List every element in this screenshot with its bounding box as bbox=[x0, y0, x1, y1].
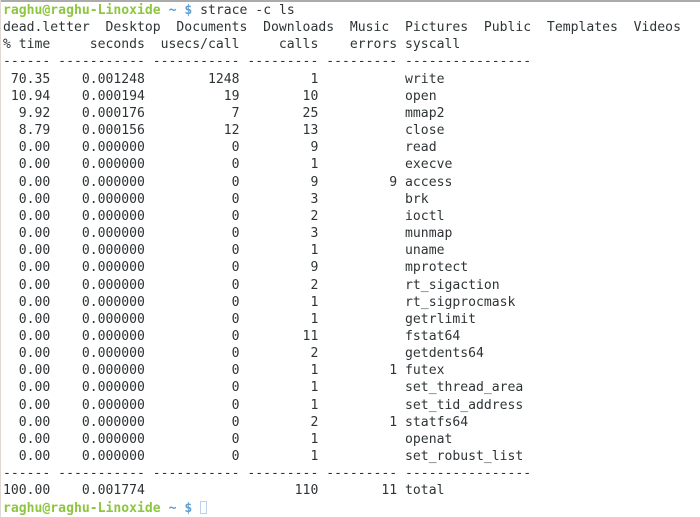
strace-row-line: 0.00 0.000000 0 1 rt_sigprocmask bbox=[3, 294, 516, 310]
prompt-user-host: raghu@raghu-Linoxide bbox=[3, 3, 161, 18]
terminal-cursor[interactable] bbox=[200, 500, 208, 514]
strace-row-line: 0.00 0.000000 0 1 openat bbox=[3, 431, 453, 447]
strace-row-line: 9.92 0.000176 7 25 mmap2 bbox=[3, 105, 445, 121]
strace-row-line: 0.00 0.000000 0 1 execve bbox=[3, 157, 453, 173]
prompt-symbol: $ bbox=[184, 3, 193, 18]
window-top-border bbox=[1, 0, 700, 2]
prompt-user-host: raghu@raghu-Linoxide bbox=[3, 500, 161, 516]
strace-row-line: 0.00 0.000000 0 2 getdents64 bbox=[3, 346, 484, 362]
strace-table: % time seconds usecs/call calls errors s… bbox=[3, 36, 700, 499]
strace-row-line: 0.00 0.000000 0 1 set_tid_address bbox=[3, 397, 524, 413]
strace-row-line: 0.00 0.000000 0 2 1 statfs64 bbox=[3, 414, 469, 430]
typed-command: strace -c ls bbox=[200, 3, 295, 18]
strace-row-line: 8.79 0.000156 12 13 close bbox=[3, 123, 445, 139]
prompt-line: raghu@raghu-Linoxide ~ $ bbox=[3, 500, 700, 517]
strace-row-line: 0.00 0.000000 0 11 fstat64 bbox=[3, 328, 461, 344]
prompt-separator bbox=[192, 501, 200, 516]
strace-row-line: 0.00 0.000000 0 1 1 futex bbox=[3, 363, 445, 379]
strace-row-line: 0.00 0.000000 0 9 mprotect bbox=[3, 260, 469, 276]
strace-total-line: 100.00 0.001774 110 11 total bbox=[3, 483, 445, 499]
prompt-symbol: $ bbox=[184, 500, 193, 516]
strace-row-line: 0.00 0.000000 0 2 ioctl bbox=[3, 208, 445, 224]
command-line: raghu@raghu-Linoxide ~ $ strace -c ls bbox=[3, 2, 700, 19]
strace-row-line: 0.00 0.000000 0 9 read bbox=[3, 140, 437, 156]
strace-row-line: 0.00 0.000000 0 1 getrlimit bbox=[3, 311, 476, 327]
strace-divider-line: ------ ----------- ----------- ---------… bbox=[3, 466, 532, 482]
prompt-path: ~ bbox=[168, 500, 177, 516]
strace-row-line: 70.35 0.001248 1248 1 write bbox=[3, 71, 445, 87]
strace-row-line: 0.00 0.000000 0 1 set_robust_list bbox=[3, 449, 524, 465]
strace-divider-line: ------ ----------- ----------- ---------… bbox=[3, 54, 532, 70]
strace-row-line: 0.00 0.000000 0 3 brk bbox=[3, 191, 429, 207]
strace-row-line: 0.00 0.000000 0 3 munmap bbox=[3, 226, 453, 242]
strace-header-line: % time seconds usecs/call calls errors s… bbox=[3, 37, 461, 53]
ls-output-line: dead.letter Desktop Documents Downloads … bbox=[3, 20, 681, 36]
strace-row-line: 0.00 0.000000 0 1 uname bbox=[3, 243, 445, 259]
strace-row-line: 0.00 0.000000 0 2 rt_sigaction bbox=[3, 277, 500, 293]
strace-row-line: 0.00 0.000000 0 9 9 access bbox=[3, 174, 453, 190]
prompt-path: ~ bbox=[168, 3, 177, 18]
strace-row-line: 0.00 0.000000 0 1 set_thread_area bbox=[3, 380, 524, 396]
prompt-separator bbox=[192, 3, 200, 18]
prompt-separator bbox=[161, 3, 169, 18]
prompt-separator bbox=[161, 501, 169, 516]
strace-row-line: 10.94 0.000194 19 10 open bbox=[3, 88, 437, 104]
